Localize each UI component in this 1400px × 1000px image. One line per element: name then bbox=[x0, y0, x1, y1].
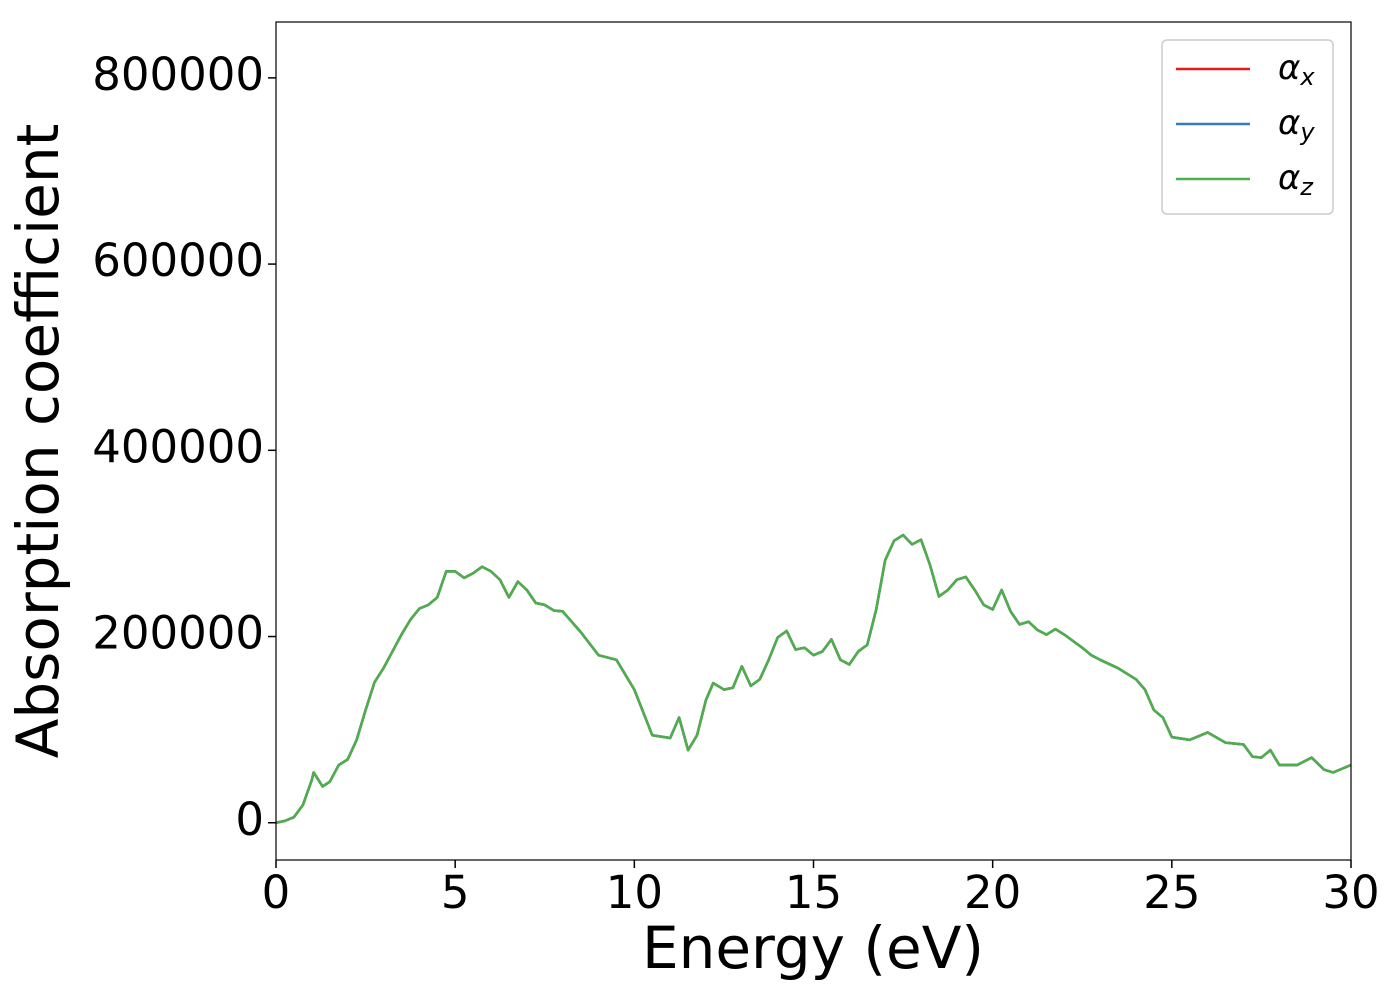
plot-frame bbox=[275, 21, 1352, 861]
x-tick-label: 15 bbox=[785, 866, 842, 919]
x-axis-label: Energy (eV) bbox=[642, 914, 984, 982]
legend-label: αz bbox=[1278, 158, 1314, 202]
y-tick-label: 200000 bbox=[92, 607, 264, 660]
x-tick-label: 0 bbox=[262, 866, 291, 919]
x-tick-label: 30 bbox=[1322, 866, 1379, 919]
y-tick-label: 600000 bbox=[92, 234, 264, 287]
x-tick-label: 20 bbox=[964, 866, 1021, 919]
data-line bbox=[275, 533, 1352, 824]
y-tick-label: 400000 bbox=[92, 420, 264, 473]
x-tick-label: 10 bbox=[606, 866, 663, 919]
legend-box bbox=[1161, 39, 1334, 215]
legend-label: αx bbox=[1278, 48, 1315, 92]
legend-label: αy bbox=[1278, 103, 1315, 147]
x-tick-label: 5 bbox=[441, 866, 470, 919]
y-axis-label: Absorption coefficient bbox=[4, 124, 72, 759]
y-tick-label: 800000 bbox=[92, 48, 264, 101]
x-tick-label: 25 bbox=[1143, 866, 1200, 919]
y-tick-label: 0 bbox=[235, 793, 264, 846]
